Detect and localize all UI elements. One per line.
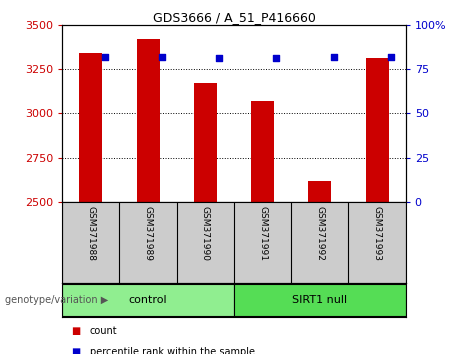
Point	[215, 56, 223, 61]
Text: GSM371992: GSM371992	[315, 206, 325, 261]
Text: genotype/variation ▶: genotype/variation ▶	[5, 295, 108, 305]
Text: GSM371991: GSM371991	[258, 206, 267, 261]
Text: count: count	[90, 326, 118, 336]
Bar	[194, 83, 217, 202]
Point	[272, 56, 280, 61]
FancyBboxPatch shape	[234, 284, 406, 316]
Bar	[308, 181, 331, 202]
Text: GSM371989: GSM371989	[143, 206, 153, 261]
Bar	[251, 101, 274, 202]
Point	[330, 54, 337, 59]
Text: ■: ■	[71, 326, 81, 336]
Text: GSM371993: GSM371993	[372, 206, 382, 261]
Text: percentile rank within the sample: percentile rank within the sample	[90, 347, 255, 354]
Text: ■: ■	[71, 347, 81, 354]
Bar	[79, 53, 102, 202]
Bar	[136, 39, 160, 202]
Text: GSM371988: GSM371988	[86, 206, 95, 261]
Point	[158, 54, 165, 59]
Bar	[366, 58, 389, 202]
Title: GDS3666 / A_51_P416660: GDS3666 / A_51_P416660	[153, 11, 315, 24]
Point	[101, 54, 108, 59]
FancyBboxPatch shape	[62, 284, 234, 316]
Point	[387, 54, 395, 59]
Text: GSM371990: GSM371990	[201, 206, 210, 261]
Text: SIRT1 null: SIRT1 null	[292, 295, 348, 305]
Text: control: control	[129, 295, 167, 305]
